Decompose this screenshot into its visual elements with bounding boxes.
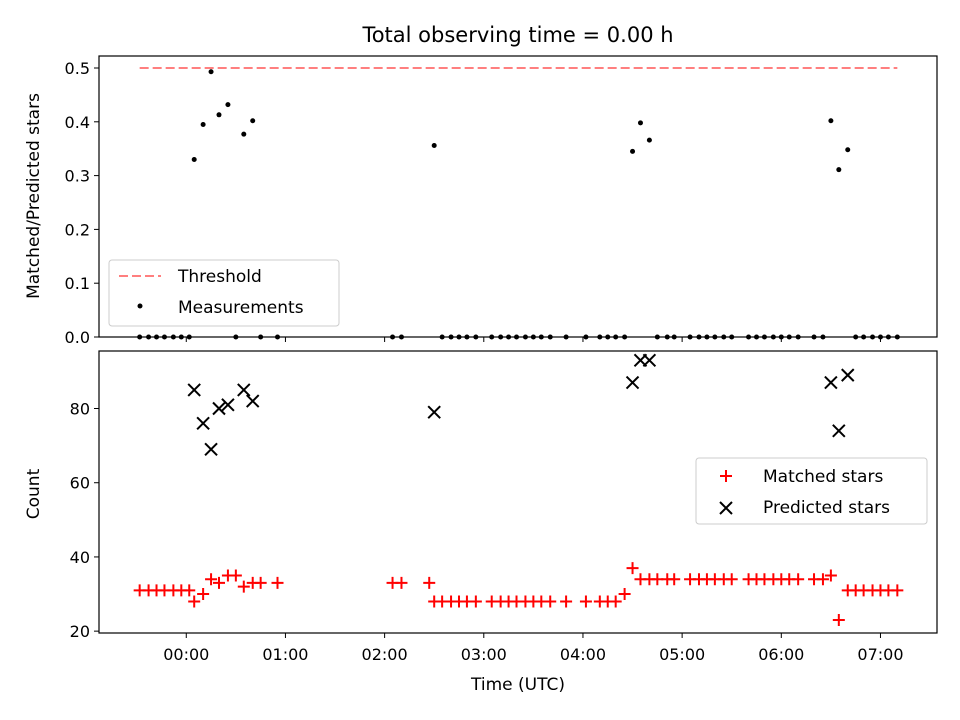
measurement-point <box>225 102 231 108</box>
matched-star-point <box>544 595 557 608</box>
matched-star-point <box>395 576 408 589</box>
matched-star-point <box>891 584 904 597</box>
predicted-legend-label: Predicted stars <box>763 498 890 518</box>
count-panel: Count Time (UTC) 20 40 60 80 00:00 01:00 02:0… <box>24 350 938 695</box>
top-legend: Threshold Measurements <box>108 259 340 327</box>
matched-star-point <box>423 576 436 589</box>
measurement-point <box>200 121 206 127</box>
matched-star-point <box>254 576 267 589</box>
measurement-point <box>216 112 222 118</box>
top-y-tick-label: 0.1 <box>65 274 90 293</box>
measurement-point <box>637 120 643 126</box>
predicted-legend-swatch <box>719 501 733 515</box>
predicted-star-point <box>642 353 657 367</box>
bottom-x-tick-label: 03:00 <box>461 645 507 664</box>
bottom-x-tick-label: 05:00 <box>659 645 705 664</box>
predicted-star-point <box>212 401 226 416</box>
predicted-star-point <box>246 394 260 408</box>
measurement-point <box>845 147 851 153</box>
top-legend-box <box>108 259 340 327</box>
bottom-y-tick-label: 80 <box>70 400 90 419</box>
matched-star-point <box>824 569 837 582</box>
measurement-point <box>250 118 256 124</box>
matched-star-point <box>816 573 829 586</box>
matched-star-point <box>792 573 805 586</box>
predicted-star-point <box>221 398 235 412</box>
matched-star-point <box>188 595 201 608</box>
matched-star-point <box>205 573 218 586</box>
matched-legend-swatch <box>720 470 732 482</box>
predicted-star-point <box>204 442 218 457</box>
top-y-tick-label: 0.0 <box>65 328 90 347</box>
predicted-star-point <box>832 424 846 438</box>
matched-stars-points <box>133 562 904 627</box>
predicted-star-point <box>187 383 201 397</box>
matched-star-point <box>197 588 210 601</box>
matched-star-point <box>560 595 573 608</box>
matched-star-point <box>609 595 622 608</box>
predicted-star-point <box>427 405 441 419</box>
top-y-tick-label: 0.2 <box>65 220 90 239</box>
matched-star-point <box>618 588 631 601</box>
bottom-x-tick-label: 07:00 <box>857 645 903 664</box>
predicted-star-point <box>196 416 210 431</box>
bottom-y-ticks: 20 40 60 80 <box>70 400 99 641</box>
top-y-tick-label: 0.4 <box>65 113 90 132</box>
matched-star-point <box>229 569 242 582</box>
bottom-x-tick-label: 06:00 <box>758 645 804 664</box>
bottom-y-tick-label: 20 <box>70 622 90 641</box>
measurement-point <box>431 142 437 148</box>
predicted-star-point <box>841 368 855 382</box>
top-y-tick-label: 0.3 <box>65 167 90 186</box>
measurement-point <box>828 118 834 124</box>
bottom-plot-frame <box>98 350 938 634</box>
bottom-legend-box <box>695 457 928 525</box>
measurement-point <box>191 156 197 162</box>
predicted-star-point <box>824 375 838 390</box>
matched-star-point <box>469 595 482 608</box>
matched-star-point <box>626 562 639 575</box>
predicted-star-point <box>625 375 640 390</box>
matched-star-point <box>725 573 738 586</box>
matched-star-point <box>579 595 592 608</box>
top-y-axis-label: Matched/Predicted stars <box>24 93 44 299</box>
top-y-ticks: 0.0 0.1 0.2 0.3 0.4 0.5 <box>65 59 99 347</box>
measurement-point <box>241 131 247 137</box>
measurement-point <box>630 148 636 154</box>
matched-star-point <box>668 573 681 586</box>
bottom-x-tick-label: 01:00 <box>262 645 308 664</box>
top-y-tick-label: 0.5 <box>65 59 90 78</box>
bottom-y-axis-label: Count <box>24 468 44 519</box>
matched-star-point <box>212 576 225 589</box>
bottom-y-tick-label: 40 <box>70 548 90 567</box>
predicted-stars-points <box>187 353 855 457</box>
bottom-y-tick-label: 60 <box>70 474 90 493</box>
measurements-legend-label: Measurements <box>178 298 304 318</box>
measurement-point <box>836 167 842 173</box>
threshold-legend-label: Threshold <box>177 267 262 287</box>
ratio-panel: Total observing time = 0.00 h Matched/Pr… <box>24 23 938 347</box>
bottom-legend: Matched stars Predicted stars <box>695 457 928 525</box>
matched-star-point <box>271 576 284 589</box>
top-x-ticks <box>185 337 881 342</box>
bottom-x-tick-label: 00:00 <box>163 645 209 664</box>
bottom-x-ticks: 00:00 01:00 02:00 03:00 04:00 05:00 06:00 07:00 <box>163 633 904 664</box>
matched-star-point <box>832 614 845 627</box>
top-plot-frame <box>98 55 938 338</box>
measurements-legend-swatch <box>137 303 143 309</box>
measurement-point <box>208 69 214 75</box>
predicted-star-point <box>237 383 251 397</box>
measurement-point <box>646 137 652 143</box>
matched-star-point <box>237 580 250 593</box>
bottom-x-tick-label: 02:00 <box>362 645 408 664</box>
x-axis-label: Time (UTC) <box>470 675 565 695</box>
chart-title: Total observing time = 0.00 h <box>361 23 673 47</box>
bottom-x-tick-label: 04:00 <box>560 645 606 664</box>
matched-star-point <box>183 584 196 597</box>
matched-legend-label: Matched stars <box>763 467 883 487</box>
